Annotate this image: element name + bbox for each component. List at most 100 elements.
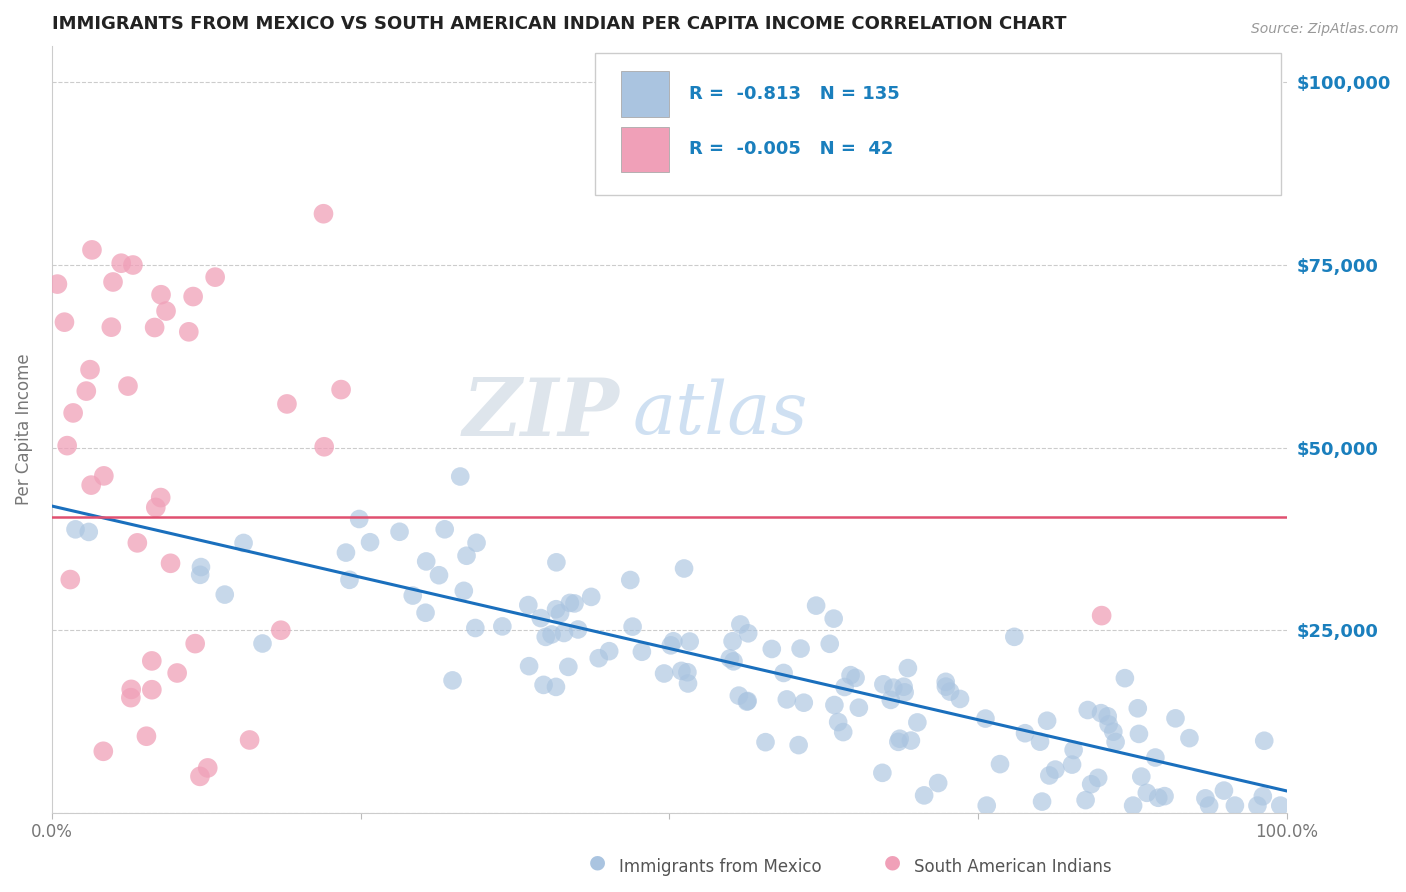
Point xyxy=(976,798,998,813)
Point xyxy=(530,611,553,625)
Point xyxy=(845,671,868,685)
Point xyxy=(1038,768,1060,782)
Point xyxy=(1097,717,1119,731)
Point xyxy=(662,634,685,648)
Point xyxy=(621,619,644,633)
Point xyxy=(1144,750,1167,764)
Point xyxy=(1090,706,1112,720)
Point xyxy=(912,789,935,803)
Point xyxy=(177,325,200,339)
Point xyxy=(135,729,157,743)
Point xyxy=(1213,783,1236,797)
Point xyxy=(793,696,815,710)
Point xyxy=(46,277,69,291)
Point xyxy=(1130,770,1153,784)
Point xyxy=(1097,709,1119,723)
Point xyxy=(1074,793,1097,807)
Point xyxy=(671,664,693,678)
Point xyxy=(832,725,855,739)
Point xyxy=(127,536,149,550)
Point xyxy=(65,522,87,536)
Point xyxy=(949,692,972,706)
Point xyxy=(100,320,122,334)
Point xyxy=(359,535,381,549)
Point xyxy=(772,665,794,680)
Point xyxy=(900,733,922,747)
Point xyxy=(1246,798,1268,813)
Point xyxy=(190,560,212,574)
Point xyxy=(1080,777,1102,791)
Point xyxy=(880,693,903,707)
Point xyxy=(117,379,139,393)
Point xyxy=(1153,789,1175,804)
FancyBboxPatch shape xyxy=(595,54,1281,195)
Point xyxy=(588,651,610,665)
Point xyxy=(548,607,571,621)
Point xyxy=(149,491,172,505)
Point xyxy=(79,362,101,376)
Point xyxy=(433,522,456,536)
Point xyxy=(91,744,114,758)
Point xyxy=(735,695,758,709)
Point xyxy=(1077,703,1099,717)
Point xyxy=(1147,790,1170,805)
Point xyxy=(673,561,696,575)
Point xyxy=(188,567,211,582)
Point xyxy=(402,589,425,603)
FancyBboxPatch shape xyxy=(621,127,669,172)
Point xyxy=(141,682,163,697)
Point xyxy=(631,645,654,659)
Point xyxy=(449,469,471,483)
Point xyxy=(110,256,132,270)
FancyBboxPatch shape xyxy=(621,71,669,117)
Point xyxy=(270,624,292,638)
Point xyxy=(557,660,579,674)
Point xyxy=(415,554,437,568)
Point xyxy=(804,599,827,613)
Point xyxy=(727,689,749,703)
Point xyxy=(1091,608,1114,623)
Point xyxy=(388,524,411,539)
Point xyxy=(239,733,262,747)
Text: R =  -0.813   N = 135: R = -0.813 N = 135 xyxy=(689,85,900,103)
Point xyxy=(1198,798,1220,813)
Point xyxy=(166,665,188,680)
Point xyxy=(75,384,97,398)
Point xyxy=(848,700,870,714)
Point xyxy=(818,637,841,651)
Point xyxy=(517,659,540,673)
Point xyxy=(564,596,586,610)
Point xyxy=(122,258,145,272)
Point xyxy=(1122,798,1144,813)
Point xyxy=(427,568,450,582)
Point xyxy=(893,685,915,699)
Point xyxy=(935,674,957,689)
Point xyxy=(935,680,957,694)
Point xyxy=(721,634,744,648)
Point xyxy=(887,735,910,749)
Text: Immigrants from Mexico: Immigrants from Mexico xyxy=(619,858,821,876)
Point xyxy=(553,626,575,640)
Point xyxy=(679,634,702,648)
Point xyxy=(150,287,173,301)
Point xyxy=(893,680,915,694)
Text: IMMIGRANTS FROM MEXICO VS SOUTH AMERICAN INDIAN PER CAPITA INCOME CORRELATION CH: IMMIGRANTS FROM MEXICO VS SOUTH AMERICAN… xyxy=(52,15,1066,33)
Point xyxy=(204,270,226,285)
Point xyxy=(415,606,437,620)
Point xyxy=(776,692,799,706)
Point xyxy=(974,712,997,726)
Point xyxy=(827,714,849,729)
Point xyxy=(1014,726,1036,740)
Point xyxy=(544,602,567,616)
Point xyxy=(567,623,589,637)
Point xyxy=(77,524,100,539)
Point xyxy=(465,536,488,550)
Point xyxy=(598,644,620,658)
Point xyxy=(1164,711,1187,725)
Point xyxy=(62,406,84,420)
Point xyxy=(1126,701,1149,715)
Text: ZIP: ZIP xyxy=(463,376,620,453)
Point xyxy=(558,596,581,610)
Point xyxy=(872,677,894,691)
Point xyxy=(540,627,562,641)
